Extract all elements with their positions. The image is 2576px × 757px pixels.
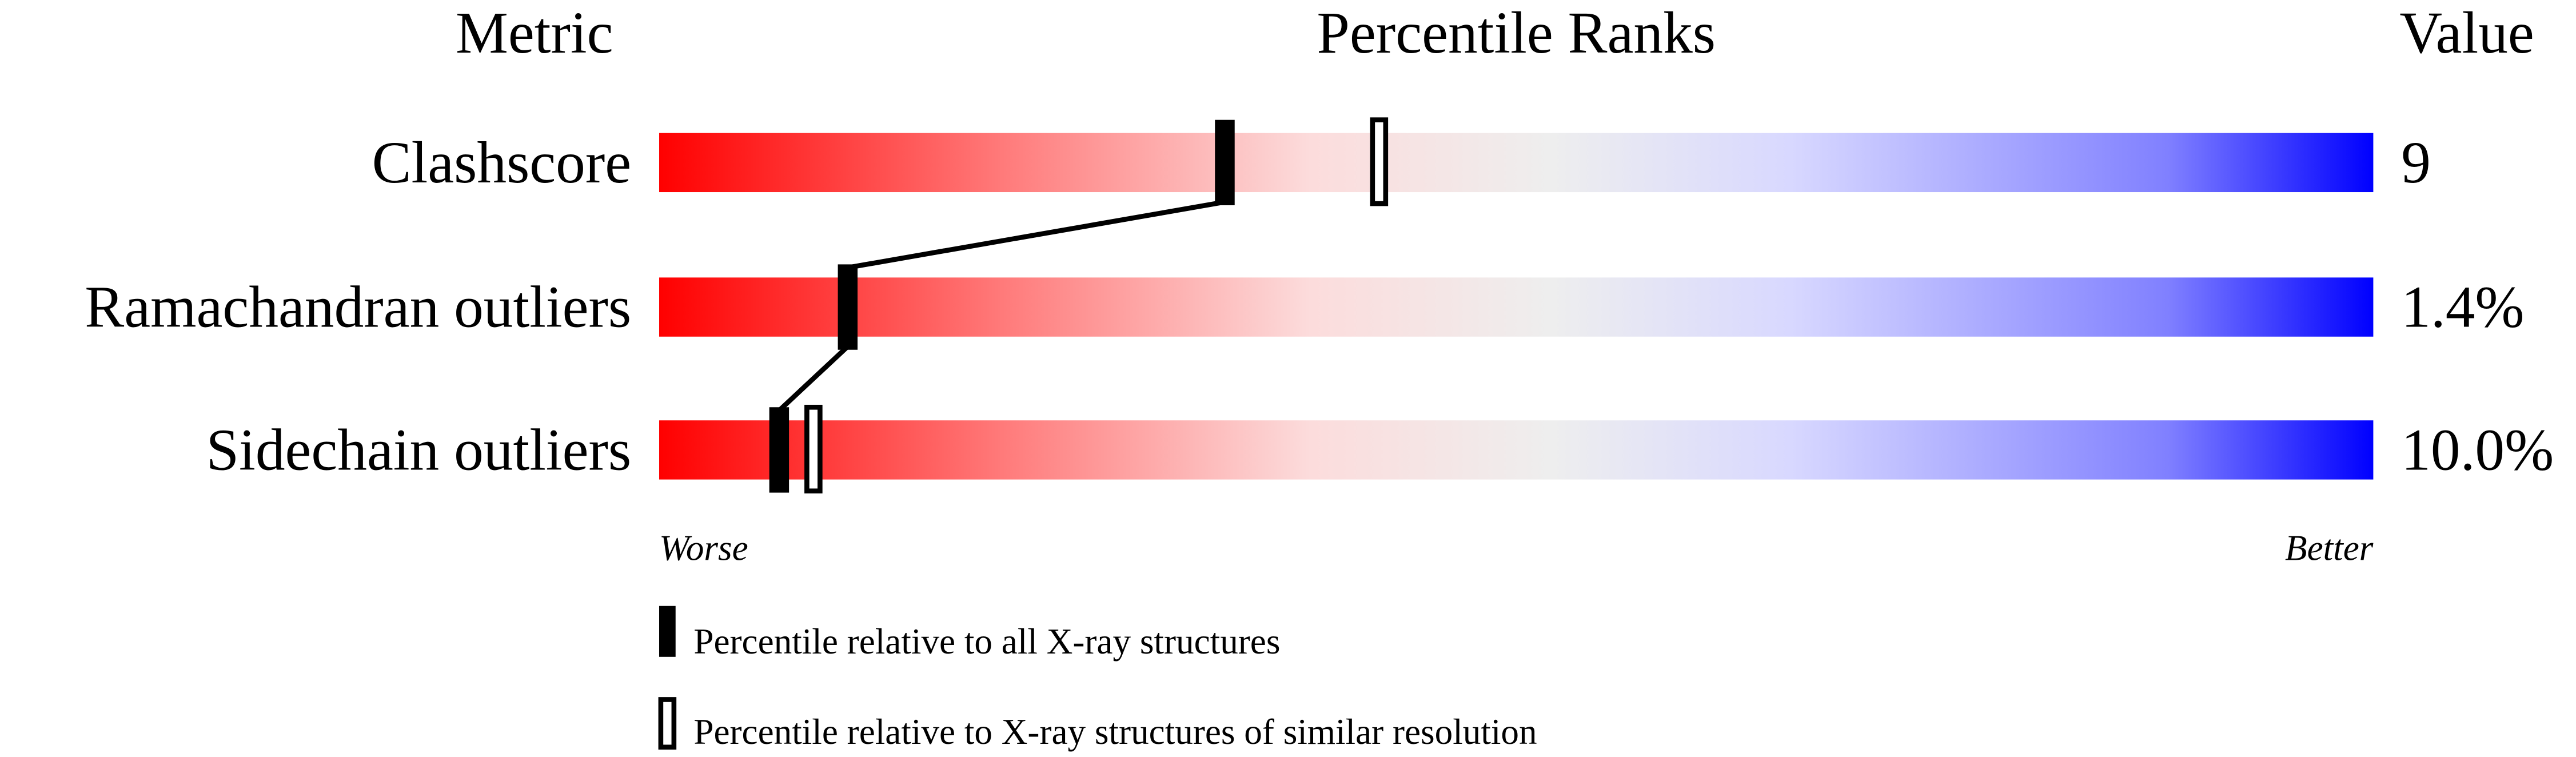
legend-filled-marker-icon <box>659 605 676 657</box>
similar-resolution-percentile-marker <box>1370 117 1389 206</box>
metric-label: Ramachandran outliers <box>85 275 631 340</box>
metric-label: Sidechain outliers <box>206 417 632 483</box>
metric-value: 1.4% <box>2401 275 2524 340</box>
percentile-bar <box>659 277 2374 337</box>
legend-similar: Percentile relative to X-ray structures … <box>693 712 1537 752</box>
connector-line <box>777 344 850 413</box>
worse-label: Worse <box>659 528 748 568</box>
all-structures-percentile-marker <box>838 264 858 350</box>
connector-line <box>847 200 1226 270</box>
header-value: Value <box>2399 1 2534 66</box>
percentile-bar <box>659 420 2374 480</box>
legend-all: Percentile relative to all X-ray structu… <box>693 621 1280 662</box>
similar-resolution-percentile-marker <box>804 404 823 494</box>
metric-value: 10.0% <box>2401 417 2554 483</box>
legend-hollow-marker-icon <box>658 697 677 750</box>
percentile-bar <box>659 133 2374 193</box>
all-structures-percentile-marker <box>769 407 789 493</box>
better-label: Better <box>2285 528 2374 568</box>
metric-label: Clashscore <box>372 130 632 196</box>
header-metric: Metric <box>456 1 613 66</box>
header-percentile-ranks: Percentile Ranks <box>1317 1 1716 66</box>
metric-value: 9 <box>2401 130 2431 196</box>
all-structures-percentile-marker <box>1215 119 1235 206</box>
